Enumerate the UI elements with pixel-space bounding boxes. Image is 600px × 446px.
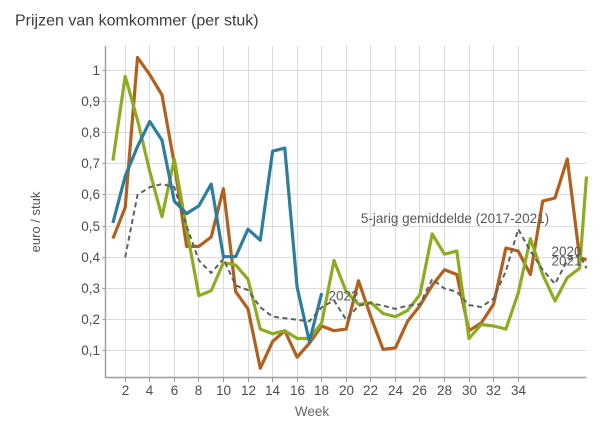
svg-text:0,4: 0,4 <box>81 250 100 265</box>
svg-text:32: 32 <box>486 383 501 398</box>
svg-text:10: 10 <box>216 383 231 398</box>
svg-text:34: 34 <box>511 383 527 398</box>
svg-text:8: 8 <box>195 383 203 398</box>
svg-text:Week: Week <box>295 404 330 419</box>
svg-text:2: 2 <box>122 383 130 398</box>
svg-text:1: 1 <box>92 63 100 78</box>
svg-text:0,6: 0,6 <box>81 187 100 202</box>
svg-text:5-jarig gemiddelde (2017-2021): 5-jarig gemiddelde (2017-2021) <box>361 211 549 226</box>
svg-text:euro / stuk: euro / stuk <box>28 191 43 252</box>
svg-text:0,9: 0,9 <box>81 94 100 109</box>
svg-text:0,8: 0,8 <box>81 125 100 140</box>
svg-text:6: 6 <box>171 383 179 398</box>
svg-text:2021: 2021 <box>551 254 581 269</box>
svg-text:0,3: 0,3 <box>81 281 100 296</box>
svg-text:Prijzen van komkommer (per stu: Prijzen van komkommer (per stuk) <box>15 13 259 30</box>
svg-text:24: 24 <box>388 383 404 398</box>
svg-text:0,5: 0,5 <box>81 219 100 234</box>
svg-text:18: 18 <box>314 383 329 398</box>
svg-text:30: 30 <box>462 383 477 398</box>
svg-text:0,2: 0,2 <box>81 312 100 327</box>
svg-text:26: 26 <box>412 383 427 398</box>
svg-text:4: 4 <box>146 383 154 398</box>
svg-text:14: 14 <box>265 383 281 398</box>
svg-text:2020: 2020 <box>551 244 581 259</box>
svg-text:0,1: 0,1 <box>81 343 100 358</box>
svg-text:22: 22 <box>363 383 378 398</box>
svg-text:2022: 2022 <box>328 289 358 304</box>
svg-text:0,7: 0,7 <box>81 156 100 171</box>
svg-text:12: 12 <box>241 383 256 398</box>
svg-text:20: 20 <box>339 383 354 398</box>
svg-text:28: 28 <box>437 383 452 398</box>
svg-text:16: 16 <box>290 383 305 398</box>
